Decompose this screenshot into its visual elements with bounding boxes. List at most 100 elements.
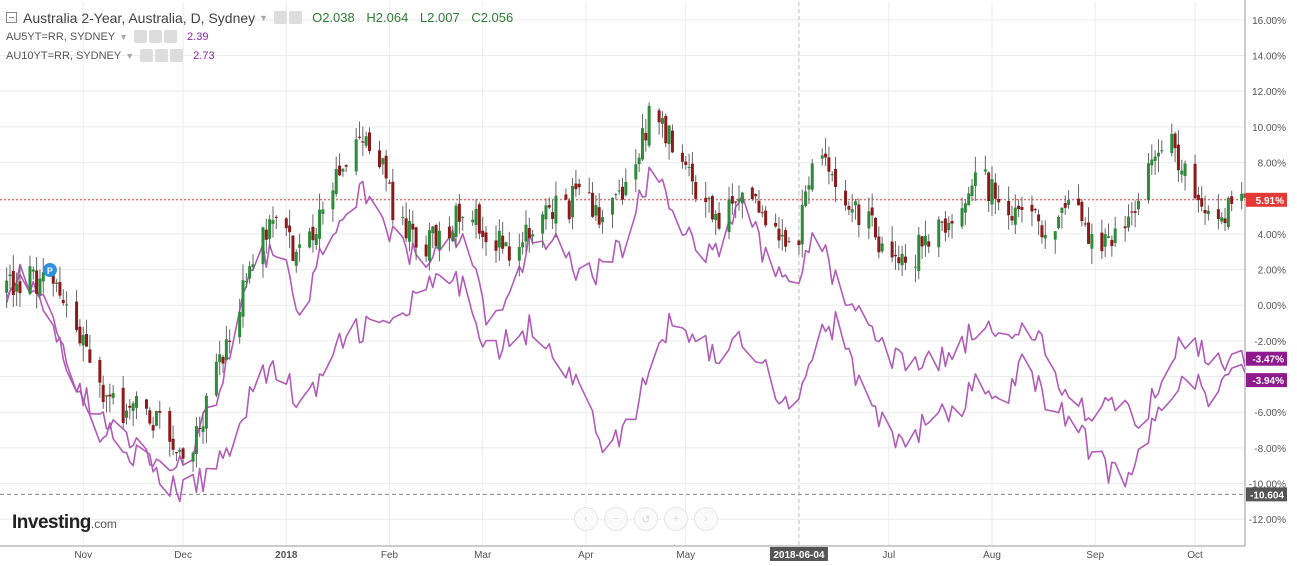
zoom-out-icon[interactable]: −: [604, 507, 628, 531]
candle-body: [1017, 205, 1021, 210]
candle-body: [214, 361, 218, 396]
candle-body: [1010, 216, 1014, 221]
candle-body: [1206, 210, 1210, 215]
candle-body: [571, 186, 575, 218]
candle-body: [1043, 234, 1047, 239]
high-value: H2.064: [366, 10, 409, 25]
candle-body: [577, 183, 581, 188]
candle-body: [61, 299, 65, 304]
candle-body: [414, 227, 418, 248]
candle-body: [51, 275, 55, 284]
candle-body: [597, 207, 601, 225]
candle-body: [804, 191, 808, 206]
candle-body: [687, 166, 691, 168]
settings-icon[interactable]: [149, 30, 163, 43]
candle-body: [241, 280, 245, 317]
chevron-down-icon[interactable]: ▼: [125, 50, 135, 61]
candle-body: [647, 105, 651, 146]
collapse-icon[interactable]: [6, 12, 17, 23]
price-badge: [1246, 373, 1287, 388]
candle-body: [1103, 234, 1107, 247]
candle-body: [391, 181, 395, 221]
candle-body: [1033, 209, 1037, 211]
candle-body: [1226, 197, 1230, 227]
visibility-icon[interactable]: [134, 30, 148, 43]
candle-body: [740, 192, 744, 204]
candle-body: [517, 247, 521, 261]
candle-body: [358, 136, 362, 138]
open-value: O2.038: [312, 10, 355, 25]
candle-body: [411, 223, 415, 230]
candle-body: [75, 301, 79, 331]
candle-body: [943, 218, 947, 233]
scroll-right-icon[interactable]: ›: [694, 507, 718, 531]
candle-body: [554, 195, 558, 224]
chevron-down-icon[interactable]: ▼: [119, 31, 129, 42]
candle-body: [1113, 228, 1117, 244]
candle-body: [364, 136, 368, 146]
candle-body: [880, 243, 884, 252]
candle-body: [950, 221, 954, 224]
candle-body: [567, 200, 571, 220]
candle-body: [457, 203, 461, 222]
x-tick-label: Nov: [74, 550, 92, 561]
scroll-left-icon[interactable]: ‹: [574, 507, 598, 531]
candle-body: [314, 234, 318, 245]
candle-body: [128, 405, 132, 408]
visibility-icon[interactable]: [140, 49, 154, 62]
candle-body: [98, 359, 102, 383]
price-badges: 5.91% -3.47% -3.94% -10.604: [1246, 192, 1287, 502]
candle-body: [85, 333, 89, 347]
candle-body: [640, 128, 644, 160]
candle-body: [973, 172, 977, 186]
x-tick-label: Jul: [882, 550, 895, 561]
y-tick-label: 16.00%: [1252, 16, 1286, 27]
reset-icon[interactable]: ↺: [634, 507, 658, 531]
candle-body: [820, 155, 824, 159]
zoom-in-icon[interactable]: +: [664, 507, 688, 531]
candle-body: [1203, 209, 1207, 214]
candle-body: [1153, 156, 1157, 161]
chevron-down-icon[interactable]: ▼: [259, 12, 269, 23]
y-tick-label: -12.00%: [1249, 515, 1286, 526]
candle-body: [271, 220, 275, 224]
candle-body: [474, 208, 478, 225]
candle-body: [1053, 231, 1057, 240]
candle-body: [291, 235, 295, 261]
candle-body: [611, 197, 615, 215]
candle-body: [564, 194, 568, 200]
settings-icon[interactable]: [274, 11, 288, 24]
candle-body: [807, 185, 811, 190]
visibility-icon[interactable]: [289, 11, 303, 24]
candle-body: [427, 230, 431, 261]
event-marker[interactable]: P: [42, 263, 57, 277]
candle-body: [318, 209, 322, 239]
candle-body: [601, 217, 605, 223]
candle-body: [31, 269, 35, 272]
candle-body: [521, 242, 525, 248]
candle-body: [591, 192, 595, 217]
close-icon[interactable]: [170, 49, 184, 62]
y-tick-label: 4.00%: [1258, 230, 1286, 241]
candle-body: [501, 235, 505, 249]
candle-body: [334, 168, 338, 194]
candle-body: [201, 426, 205, 432]
candle-body: [730, 195, 734, 204]
candle-body: [1230, 196, 1234, 204]
candle-body: [288, 225, 292, 233]
price-badge-label: -3.47%: [1252, 355, 1284, 366]
candle-body: [244, 280, 248, 282]
candle-body: [101, 384, 105, 402]
price-badge-label: -3.94%: [1252, 376, 1284, 387]
candle-body: [1173, 133, 1177, 149]
price-badge: [1246, 192, 1287, 207]
close-icon[interactable]: [164, 30, 178, 43]
candle-body: [574, 183, 578, 190]
comparison-lines: [5, 166, 1246, 503]
candle-body: [544, 205, 548, 220]
candle-body: [1136, 200, 1140, 210]
settings-icon[interactable]: [155, 49, 169, 62]
candle-body: [154, 410, 158, 426]
candle-body: [1110, 239, 1114, 247]
